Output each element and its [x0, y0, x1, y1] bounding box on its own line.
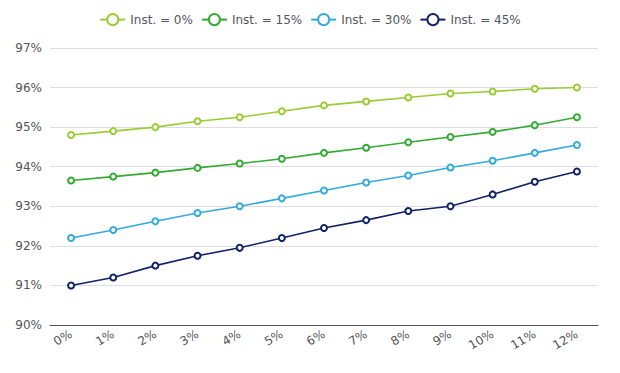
svg-text:8%: 8%	[388, 327, 411, 349]
svg-text:5%: 5%	[262, 327, 285, 349]
svg-text:92%: 92%	[15, 239, 42, 253]
svg-text:Inst. = 30%: Inst. = 30%	[341, 13, 411, 27]
svg-text:95%: 95%	[15, 120, 42, 134]
svg-text:11%: 11%	[508, 327, 538, 352]
svg-text:1%: 1%	[93, 327, 116, 349]
svg-text:2%: 2%	[135, 327, 158, 349]
svg-text:90%: 90%	[15, 318, 42, 332]
svg-text:9%: 9%	[430, 327, 453, 349]
svg-text:0%: 0%	[51, 327, 74, 349]
svg-text:4%: 4%	[220, 327, 243, 349]
svg-text:Inst. = 15%: Inst. = 15%	[232, 13, 302, 27]
svg-text:6%: 6%	[304, 327, 327, 349]
svg-text:7%: 7%	[346, 327, 369, 349]
svg-text:93%: 93%	[15, 199, 42, 213]
svg-text:Inst. = 0%: Inst. = 0%	[130, 13, 193, 27]
svg-text:3%: 3%	[178, 327, 201, 349]
svg-text:94%: 94%	[15, 160, 42, 174]
svg-text:96%: 96%	[15, 81, 42, 95]
svg-text:91%: 91%	[15, 278, 42, 292]
svg-text:12%: 12%	[550, 327, 580, 352]
svg-text:97%: 97%	[15, 41, 42, 55]
svg-text:10%: 10%	[466, 327, 496, 352]
svg-text:Inst. = 45%: Inst. = 45%	[450, 13, 520, 27]
